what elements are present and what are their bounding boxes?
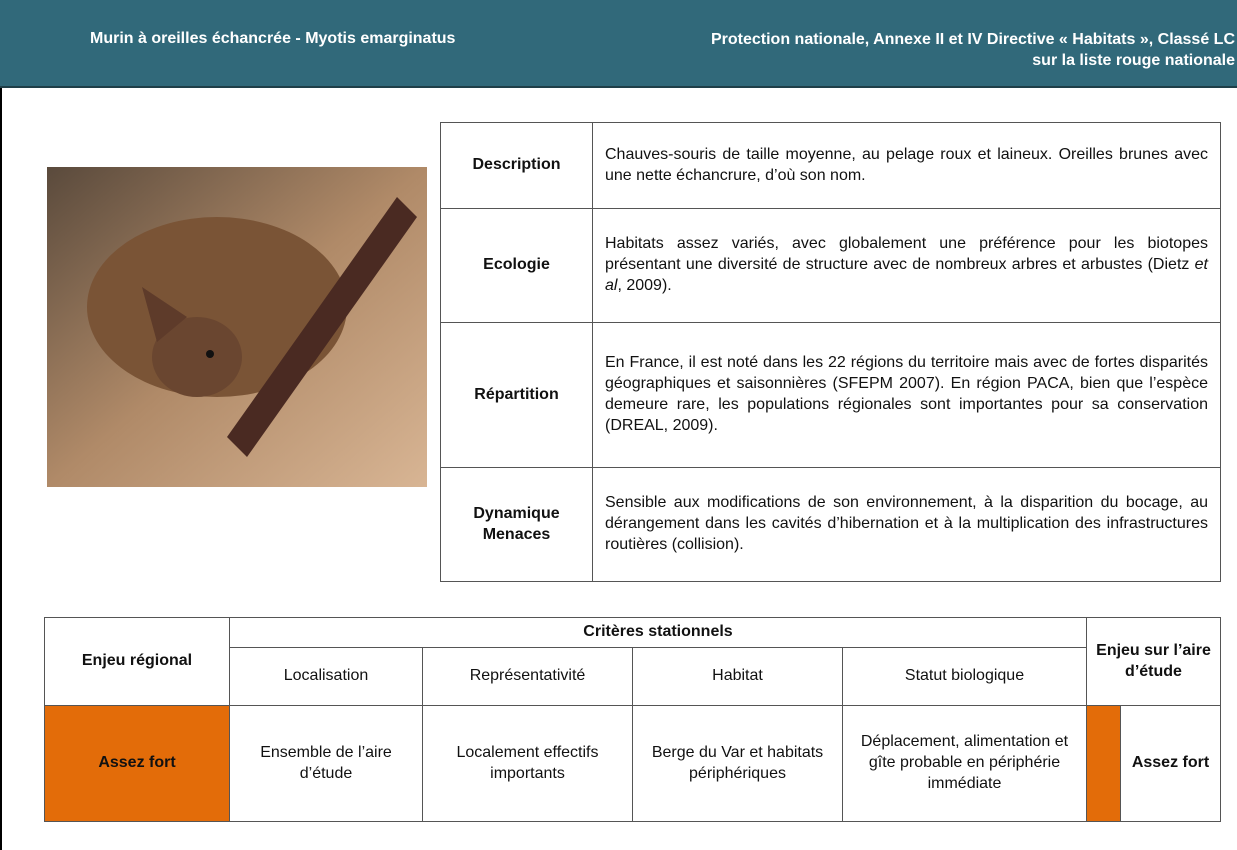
text-run: , 2009). (617, 276, 672, 294)
criteria-value-text: Localement effectifs importants (456, 743, 599, 782)
criteria-value: Ensemble de l’aire d’étude (229, 705, 423, 822)
bat-photo (47, 167, 427, 487)
text-run: Habitats assez variés, avec globalement … (605, 235, 1208, 274)
column-header-text: Habitat (712, 667, 763, 685)
criteria-value: Déplacement, alimentation et gîte probab… (842, 705, 1087, 822)
row-label: Dynamique Menaces (440, 467, 593, 582)
study-area-header-text: Enjeu sur l’aire d’étude (1096, 641, 1211, 680)
regional-header: Enjeu régional (44, 617, 230, 706)
column-header: Localisation (229, 647, 423, 706)
criteria-header: Critères stationnels (229, 617, 1087, 648)
row-text: Sensible aux modifications de son enviro… (592, 467, 1221, 582)
criteria-value-text: Ensemble de l’aire d’étude (260, 743, 392, 782)
row-label-text: Dynamique Menaces (473, 504, 560, 543)
column-header: Statut biologique (842, 647, 1087, 706)
criteria-value: Berge du Var et habitats périphériques (632, 705, 843, 822)
row-label-text: Description (472, 156, 561, 174)
row-text-content: Sensible aux modifications de son enviro… (605, 494, 1208, 553)
row-label: Description (440, 122, 593, 209)
study-area-header: Enjeu sur l’aire d’étude (1086, 617, 1221, 706)
column-header-text: Statut biologique (904, 667, 1025, 685)
row-label: Répartition (440, 322, 593, 468)
criteria-value-text: Déplacement, alimentation et gîte probab… (860, 733, 1069, 792)
row-text-content: Habitats assez variés, avec globalement … (605, 234, 1208, 296)
left-border (0, 88, 2, 850)
row-text-content: Chauves-souris de taille moyenne, au pel… (605, 145, 1208, 184)
regional-header-text: Enjeu régional (81, 652, 193, 670)
species-title: Murin à oreilles échancrée - Myotis emar… (90, 30, 456, 47)
column-header: Habitat (632, 647, 843, 706)
regional-value: Assez fort (44, 705, 230, 822)
row-label: Ecologie (440, 208, 593, 323)
text-run: et al (605, 256, 1208, 294)
study-area-value: Assez fort (1120, 705, 1221, 822)
study-area-color (1086, 705, 1121, 822)
row-text: En France, il est noté dans les 22 régio… (592, 322, 1221, 468)
criteria-value-text: Berge du Var et habitats périphériques (651, 743, 824, 782)
column-header-text: Représentativité (469, 667, 586, 685)
column-header: Représentativité (422, 647, 633, 706)
row-label-text: Répartition (474, 385, 559, 403)
row-text-content: En France, il est noté dans les 22 régio… (605, 354, 1208, 434)
row-text: Habitats assez variés, avec globalement … (592, 208, 1221, 323)
status: Protection nationale, Annexe II et IV Di… (711, 30, 1235, 72)
row-text: Chauves-souris de taille moyenne, au pel… (592, 122, 1221, 209)
study-area-value-text: Assez fort (1131, 754, 1210, 772)
status-line: Protection nationale, Annexe II et IV Di… (710, 31, 1235, 48)
criteria-value: Localement effectifs importants (422, 705, 633, 822)
row-label-text: Ecologie (483, 256, 550, 274)
criteria-header-text: Critères stationnels (583, 623, 733, 641)
regional-value-text: Assez fort (98, 754, 176, 772)
status-line: sur la liste rouge nationale (1032, 51, 1235, 69)
column-header-text: Localisation (283, 667, 369, 685)
header-bar: Murin à oreilles échancrée - Myotis emar… (0, 0, 1237, 88)
